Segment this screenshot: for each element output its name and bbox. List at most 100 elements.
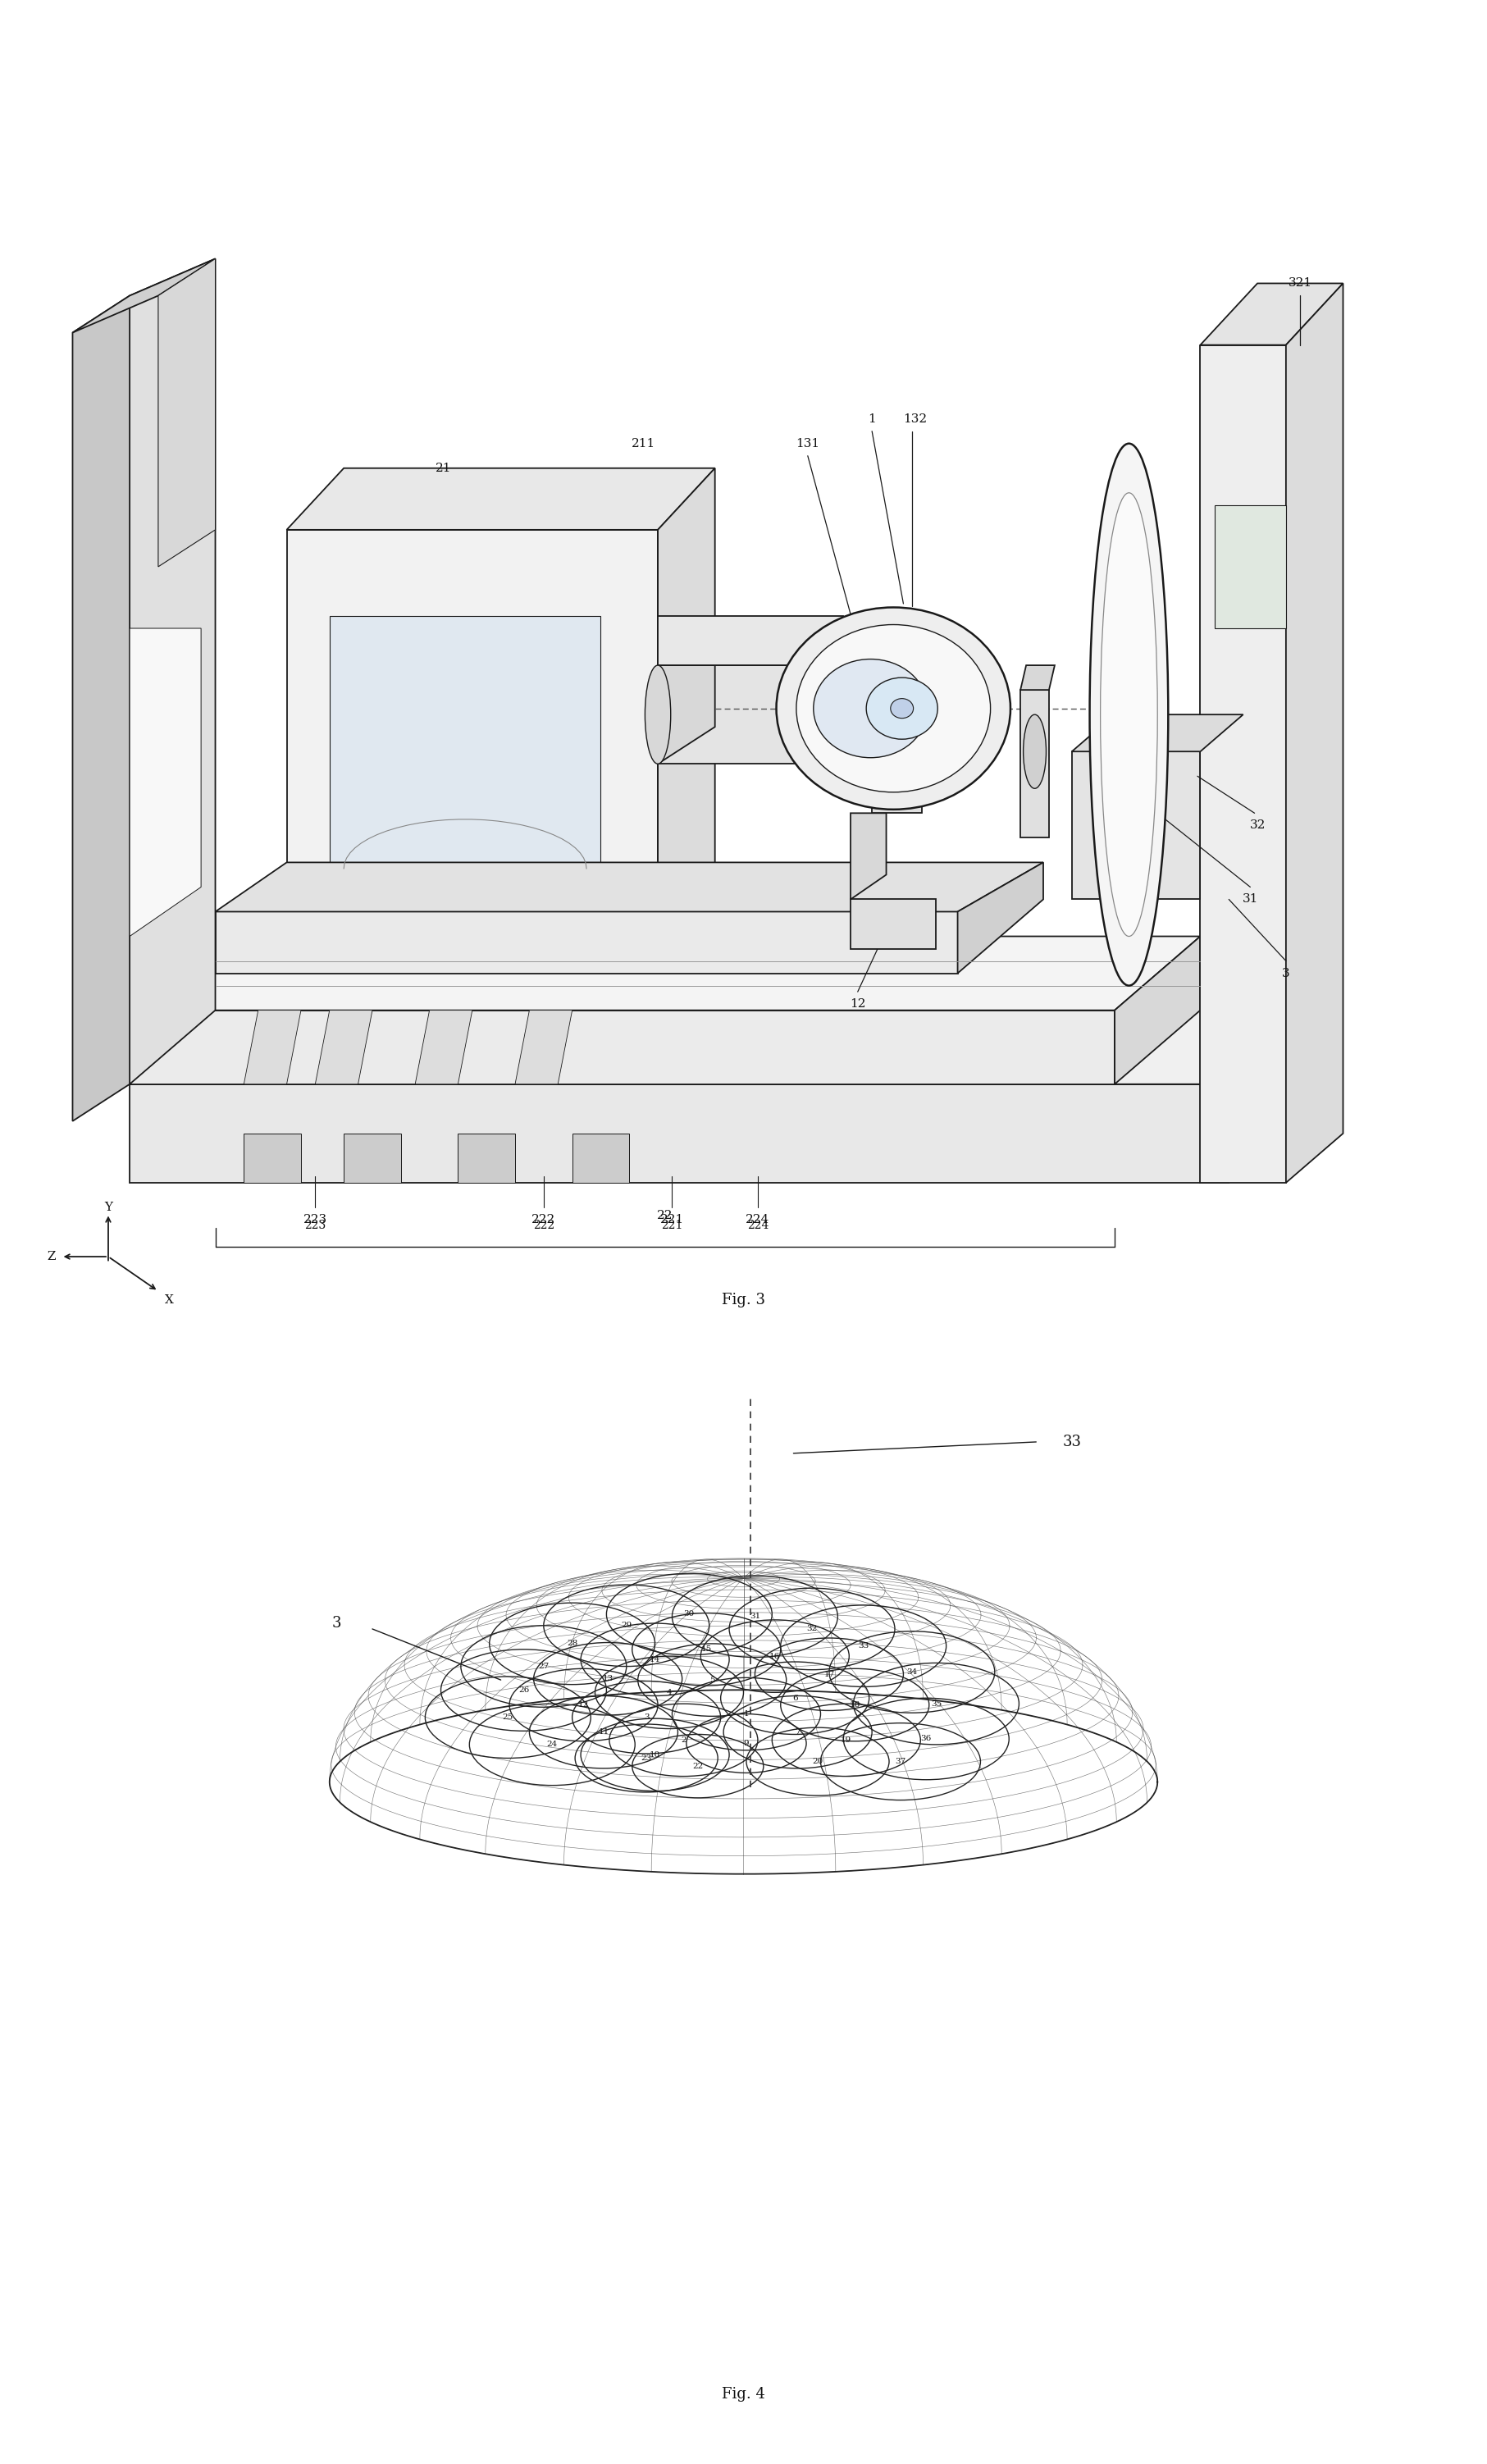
Text: X: X <box>165 1294 174 1306</box>
Polygon shape <box>851 899 937 949</box>
Text: 28: 28 <box>567 1641 577 1648</box>
Text: 31: 31 <box>749 1614 760 1621</box>
Text: 32: 32 <box>1249 821 1265 830</box>
Text: 7: 7 <box>796 1727 800 1735</box>
Polygon shape <box>73 296 129 1121</box>
Text: 24: 24 <box>547 1742 558 1749</box>
Text: 12: 12 <box>849 998 865 1010</box>
Text: 33: 33 <box>858 1643 868 1648</box>
Text: 22: 22 <box>693 1762 703 1769</box>
Text: 36: 36 <box>920 1735 932 1742</box>
Polygon shape <box>244 1010 300 1084</box>
Text: Z: Z <box>48 1252 55 1262</box>
Text: Fig. 3: Fig. 3 <box>721 1294 766 1306</box>
Text: 211: 211 <box>632 439 656 448</box>
Text: 11: 11 <box>598 1727 610 1735</box>
Polygon shape <box>129 1010 1115 1084</box>
Text: 17: 17 <box>824 1671 834 1678</box>
Text: 35: 35 <box>931 1700 941 1708</box>
Text: 224: 224 <box>746 1215 770 1225</box>
Text: 1: 1 <box>868 414 876 424</box>
Text: 3: 3 <box>644 1712 650 1720</box>
Polygon shape <box>1020 690 1048 838</box>
Text: 4: 4 <box>666 1688 672 1695</box>
Polygon shape <box>958 862 1044 973</box>
Text: 26: 26 <box>519 1685 529 1693</box>
Text: 224: 224 <box>746 1220 769 1232</box>
Text: 6: 6 <box>793 1695 797 1703</box>
Polygon shape <box>871 764 922 813</box>
Ellipse shape <box>1023 715 1047 788</box>
Text: 29: 29 <box>622 1621 632 1629</box>
Polygon shape <box>1072 752 1200 899</box>
Polygon shape <box>73 259 216 333</box>
Circle shape <box>813 658 928 759</box>
Text: 27: 27 <box>538 1663 549 1671</box>
Text: 31: 31 <box>1242 894 1258 904</box>
Circle shape <box>776 606 1011 808</box>
Text: 32: 32 <box>806 1626 818 1634</box>
Text: 14: 14 <box>650 1656 660 1663</box>
Polygon shape <box>216 862 1044 912</box>
Text: 18: 18 <box>849 1700 861 1708</box>
Text: 222: 222 <box>532 1215 556 1225</box>
Text: 25: 25 <box>503 1712 513 1720</box>
Text: 33: 33 <box>1062 1434 1081 1449</box>
Polygon shape <box>287 468 715 530</box>
Polygon shape <box>1200 283 1343 345</box>
Polygon shape <box>415 1010 473 1084</box>
Polygon shape <box>851 813 886 899</box>
Ellipse shape <box>1100 493 1157 936</box>
Polygon shape <box>657 616 843 665</box>
Text: 223: 223 <box>305 1220 326 1232</box>
Text: 1: 1 <box>744 1710 749 1717</box>
Polygon shape <box>158 259 216 567</box>
Text: 221: 221 <box>662 1220 683 1232</box>
Polygon shape <box>1020 665 1054 690</box>
Text: 23: 23 <box>641 1754 651 1762</box>
Polygon shape <box>657 665 715 764</box>
Polygon shape <box>1200 345 1286 1183</box>
Polygon shape <box>657 468 715 912</box>
Text: 12: 12 <box>578 1700 589 1708</box>
Polygon shape <box>1115 936 1200 1084</box>
Text: 34: 34 <box>907 1668 917 1676</box>
Text: 10: 10 <box>650 1752 660 1759</box>
Text: 9: 9 <box>744 1740 749 1747</box>
Text: 3: 3 <box>1282 968 1289 978</box>
Text: 13: 13 <box>602 1676 613 1683</box>
Polygon shape <box>216 912 958 973</box>
Text: 221: 221 <box>660 1215 684 1225</box>
Text: 321: 321 <box>1288 278 1312 288</box>
Text: 37: 37 <box>895 1757 906 1764</box>
Polygon shape <box>244 1133 300 1183</box>
Polygon shape <box>515 1010 572 1084</box>
Circle shape <box>891 700 913 719</box>
Text: 3: 3 <box>332 1616 342 1631</box>
Text: Fig. 4: Fig. 4 <box>721 2388 766 2402</box>
Ellipse shape <box>1090 444 1169 986</box>
Polygon shape <box>129 1010 1315 1084</box>
Polygon shape <box>343 1133 401 1183</box>
Text: 15: 15 <box>700 1646 712 1653</box>
Polygon shape <box>330 616 601 875</box>
Polygon shape <box>1072 715 1243 752</box>
Circle shape <box>797 623 990 793</box>
Polygon shape <box>315 1010 372 1084</box>
Polygon shape <box>129 1084 1228 1183</box>
Text: 20: 20 <box>812 1757 824 1764</box>
Polygon shape <box>1228 1010 1315 1183</box>
Text: 132: 132 <box>903 414 926 424</box>
Text: 223: 223 <box>303 1215 327 1225</box>
Text: 2: 2 <box>681 1737 687 1745</box>
Text: 21: 21 <box>436 463 452 473</box>
Text: Y: Y <box>104 1202 113 1212</box>
Text: 19: 19 <box>840 1737 852 1745</box>
Text: 30: 30 <box>684 1611 694 1619</box>
Text: 22: 22 <box>657 1210 674 1222</box>
Text: 5: 5 <box>709 1676 715 1683</box>
Polygon shape <box>657 665 843 764</box>
Text: 222: 222 <box>532 1220 555 1232</box>
Ellipse shape <box>645 665 671 764</box>
Text: 131: 131 <box>796 439 819 448</box>
